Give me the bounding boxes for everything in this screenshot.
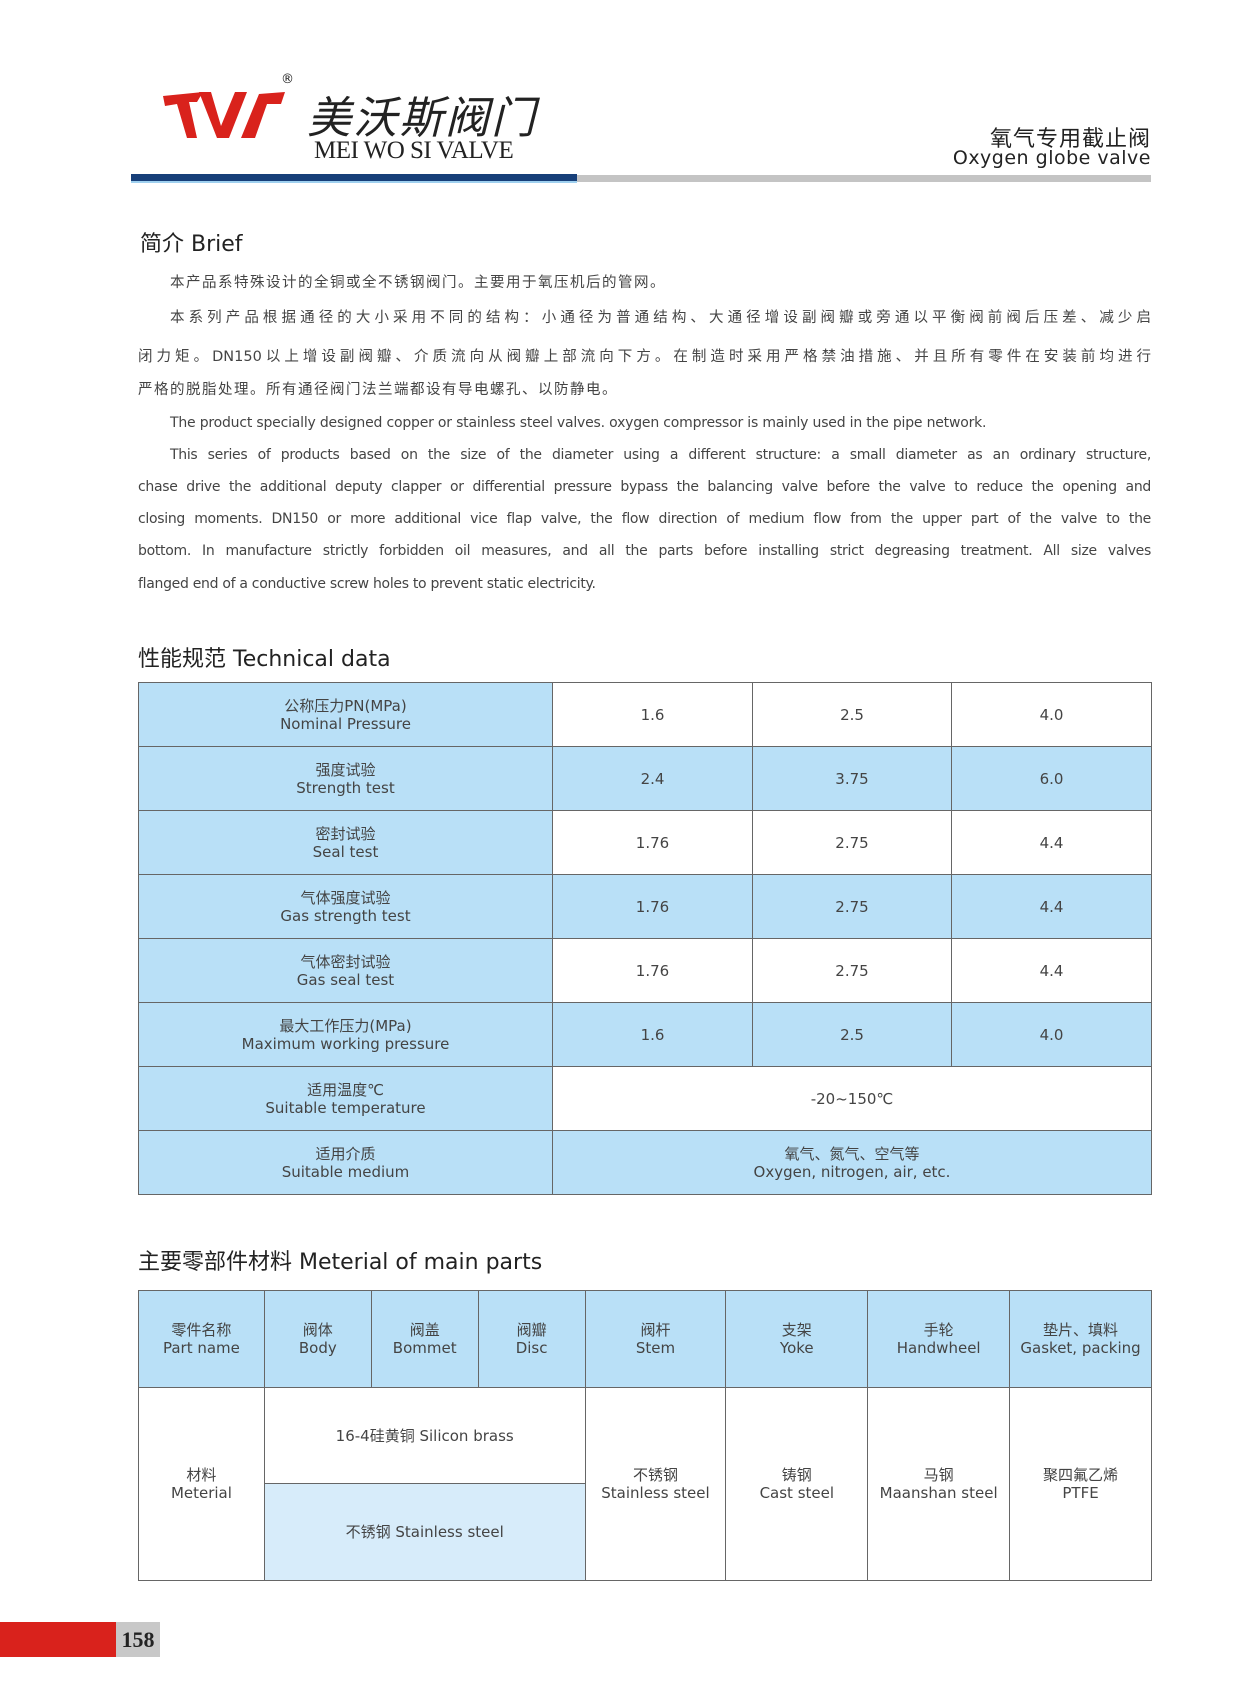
registered-mark: ® xyxy=(281,72,294,87)
tech-row: 适用介质 Suitable medium 氧气、氮气、空气等 Oxygen, nitr… xyxy=(138,1130,1152,1195)
tech-value-cell: 2.4 xyxy=(552,746,753,811)
brand-name-cn: 美沃斯阀门 xyxy=(307,93,537,144)
parts-header-cell: 阀体 Body xyxy=(263,1290,372,1388)
tech-row-label: 适用介质 Suitable medium xyxy=(138,1130,553,1195)
tech-value-cell: 3.75 xyxy=(752,746,952,811)
parts-header-cell: 垫片、填料 Gasket, packing xyxy=(1009,1290,1152,1388)
tech-row: 气体强度试验 Gas strength test 1.76 2.75 4.4 xyxy=(138,874,1152,939)
brief-heading: 简介 Brief xyxy=(140,232,243,257)
tech-row: 公称压力PN(MPa) Nominal Pressure 1.6 2.5 4.0 xyxy=(138,682,1152,747)
tech-value-cell: 6.0 xyxy=(951,746,1152,811)
brief-en-line: The product specially designed copper or… xyxy=(170,415,987,431)
header-rule-lightblue xyxy=(131,181,577,183)
tech-value-cell: 2.75 xyxy=(752,810,952,875)
tech-value-cell: 1.76 xyxy=(552,874,753,939)
brief-en-line: bottom. In manufacture strictly forbidde… xyxy=(138,543,1151,559)
parts-header-cell: 零件名称 Part name xyxy=(138,1290,265,1388)
silicon-brass-cell: 16-4硅黄铜 Silicon brass xyxy=(263,1387,586,1484)
tech-value-cell: 氧气、氮气、空气等 Oxygen, nitrogen, air, etc. xyxy=(552,1130,1152,1195)
tech-row: 最大工作压力(MPa) Maximum working pressure 1.6 2.… xyxy=(138,1002,1152,1067)
tech-value-cell: 1.76 xyxy=(552,938,753,1003)
parts-header-cell: 手轮 Handwheel xyxy=(867,1290,1011,1388)
technical-data-heading: 性能规范 Technical data xyxy=(138,647,391,672)
brief-cn-line: 本系列产品根据通径的大小采用不同的结构：小通径为普通结构、大通径增设副阀瓣或旁通… xyxy=(170,310,1151,326)
page-number-red-tab xyxy=(0,1622,116,1657)
tech-value-cell: 4.4 xyxy=(951,810,1152,875)
parts-header-cell: 支架 Yoke xyxy=(725,1290,869,1388)
tech-row: 气体密封试验 Gas seal test 1.76 2.75 4.4 xyxy=(138,938,1152,1003)
gasket-material-cell: 聚四氟乙烯 PTFE xyxy=(1009,1387,1152,1581)
brief-en-line: This series of products based on the siz… xyxy=(170,447,1151,463)
tech-value-cell: 4.0 xyxy=(951,1002,1152,1067)
tech-value-cell: -20~150℃ xyxy=(552,1066,1152,1131)
stainless-alt-cell: 不锈钢 Stainless steel xyxy=(263,1483,586,1581)
tech-value-cell: 2.75 xyxy=(752,938,952,1003)
brand-name-en: MEI WO SI VALVE xyxy=(314,137,514,164)
parts-material-table: 零件名称 Part name 阀体 Body 阀盖 Bommet 阀瓣 Disc 阀杆 Stem 支… xyxy=(138,1290,1152,1581)
tech-value-cell: 4.4 xyxy=(951,874,1152,939)
tech-row-label: 公称压力PN(MPa) Nominal Pressure xyxy=(138,682,553,747)
page-number: 158 xyxy=(116,1622,160,1657)
stem-material-cell: 不锈钢 Stainless steel xyxy=(584,1387,727,1581)
brief-cn-line: 本产品系特殊设计的全铜或全不锈钢阀门。主要用于氧压机后的管网。 xyxy=(170,275,666,291)
material-label-cell: 材料 Meterial xyxy=(138,1387,265,1581)
tech-row-label: 适用温度℃ Suitable temperature xyxy=(138,1066,553,1131)
tech-row: 适用温度℃ Suitable temperature -20~150℃ xyxy=(138,1066,1152,1131)
tech-row-label: 最大工作压力(MPa) Maximum working pressure xyxy=(138,1002,553,1067)
brief-en-line: flanged end of a conductive screw holes … xyxy=(138,576,596,592)
brief-cn-line: 严格的脱脂处理。所有通径阀门法兰端都设有导电螺孔、以防静电。 xyxy=(138,382,618,398)
handwheel-material-cell: 马钢 Maanshan steel xyxy=(867,1387,1011,1581)
tech-value-cell: 4.0 xyxy=(951,682,1152,747)
parts-heading: 主要零部件材料 Meterial of main parts xyxy=(138,1250,543,1275)
product-title-cn: 氧气专用截止阀 xyxy=(989,127,1151,152)
tech-value-cell: 1.76 xyxy=(552,810,753,875)
tech-value-cell: 1.6 xyxy=(552,682,753,747)
tech-value-cell: 2.5 xyxy=(752,1002,952,1067)
product-title-en: Oxygen globe valve xyxy=(952,147,1151,169)
tech-row-label: 气体强度试验 Gas strength test xyxy=(138,874,553,939)
brief-en-line: closing moments. DN150 or more additiona… xyxy=(138,511,1151,527)
brand-logo-icon xyxy=(163,92,285,138)
tech-value-cell: 2.5 xyxy=(752,682,952,747)
tech-row: 密封试验 Seal test 1.76 2.75 4.4 xyxy=(138,810,1152,875)
tech-value-cell: 2.75 xyxy=(752,874,952,939)
tech-row: 强度试验 Strength test 2.4 3.75 6.0 xyxy=(138,746,1152,811)
tech-value-cell: 1.6 xyxy=(552,1002,753,1067)
tech-row-label: 密封试验 Seal test xyxy=(138,810,553,875)
header-rule-blue xyxy=(131,174,577,181)
tech-value-cell: 4.4 xyxy=(951,938,1152,1003)
parts-header-cell: 阀盖 Bommet xyxy=(370,1290,479,1388)
technical-data-table: 公称压力PN(MPa) Nominal Pressure 1.6 2.5 4.0 强度试验… xyxy=(138,682,1152,1195)
parts-header-cell: 阀瓣 Disc xyxy=(477,1290,586,1388)
brief-cn-line: 闭力矩。DN150以上增设副阀瓣、介质流向从阀瓣上部流向下方。在制造时采用严格禁… xyxy=(138,349,1151,365)
brief-en-line: chase drive the additional deputy clappe… xyxy=(138,479,1151,495)
yoke-material-cell: 铸钢 Cast steel xyxy=(725,1387,869,1581)
tech-row-label: 强度试验 Strength test xyxy=(138,746,553,811)
tech-row-label: 气体密封试验 Gas seal test xyxy=(138,938,553,1003)
header-rule-gray xyxy=(577,175,1151,182)
parts-header-cell: 阀杆 Stem xyxy=(584,1290,727,1388)
